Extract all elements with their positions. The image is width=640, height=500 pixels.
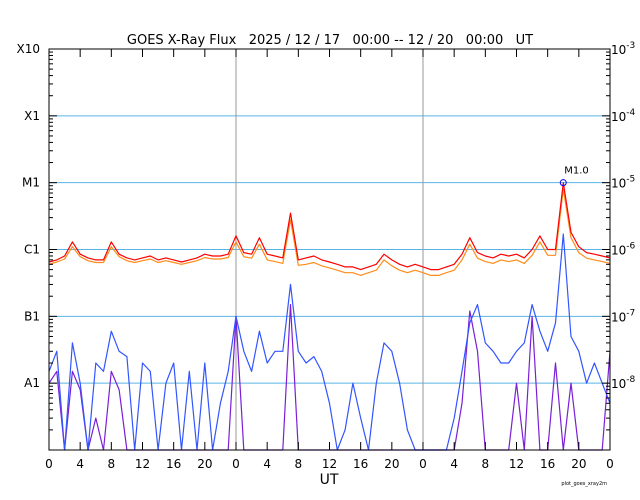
series-line-1 [48,188,611,276]
x-tick-label: 4 [263,457,271,471]
right-flux-label: 10-3 [611,41,635,57]
series-line-4 [48,233,611,451]
x-axis-label: UT [320,472,339,488]
x-tick-label: 20 [571,457,586,471]
x-tick-label: 12 [135,457,150,471]
left-class-label: B1 [24,309,40,323]
x-tick-label: 20 [384,457,399,471]
footer-label: plot_goes_xray2m [561,481,607,487]
x-tick-label: 4 [450,457,458,471]
x-tick-label: 16 [353,457,368,471]
left-class-label: X10 [17,42,41,56]
left-class-label: A1 [24,376,40,390]
x-tick-label: 20 [197,457,212,471]
x-tick-label: 0 [232,457,240,471]
x-tick-label: 0 [419,457,427,471]
left-class-label: M1 [22,176,40,190]
series-line-2 [48,182,611,271]
right-flux-label: 10-6 [611,242,636,258]
peak-label: M1.0 [564,166,589,177]
x-tick-label: 0 [606,457,614,471]
x-tick-label: 8 [108,457,116,471]
x-tick-label: 0 [45,457,53,471]
x-tick-label: 8 [482,457,490,471]
right-flux-label: 10-8 [611,375,636,391]
right-flux-label: 10-7 [611,308,635,324]
x-tick-label: 8 [295,457,303,471]
x-tick-label: 16 [166,457,181,471]
x-tick-label: 4 [76,457,84,471]
left-class-label: X1 [24,109,40,123]
chart-title: GOES X-Ray Flux 2025 / 12 / 17 00:00 -- … [127,33,533,48]
grid [49,49,610,450]
peak-marker [559,179,567,187]
left-class-label: C1 [24,243,40,257]
right-flux-label: 10-5 [611,175,635,191]
right-flux-label: 10-4 [611,108,636,124]
x-tick-label: 12 [509,457,524,471]
x-tick-label: 12 [322,457,337,471]
ticks: 0 4 8 12 16 20 0 4 8 12 16 20 0 4 8 12 16 20 0 X10 X1 M1 C1 B1 A… [17,41,636,471]
annotations: M1.0 [559,166,589,187]
x-tick-label: 16 [540,457,555,471]
